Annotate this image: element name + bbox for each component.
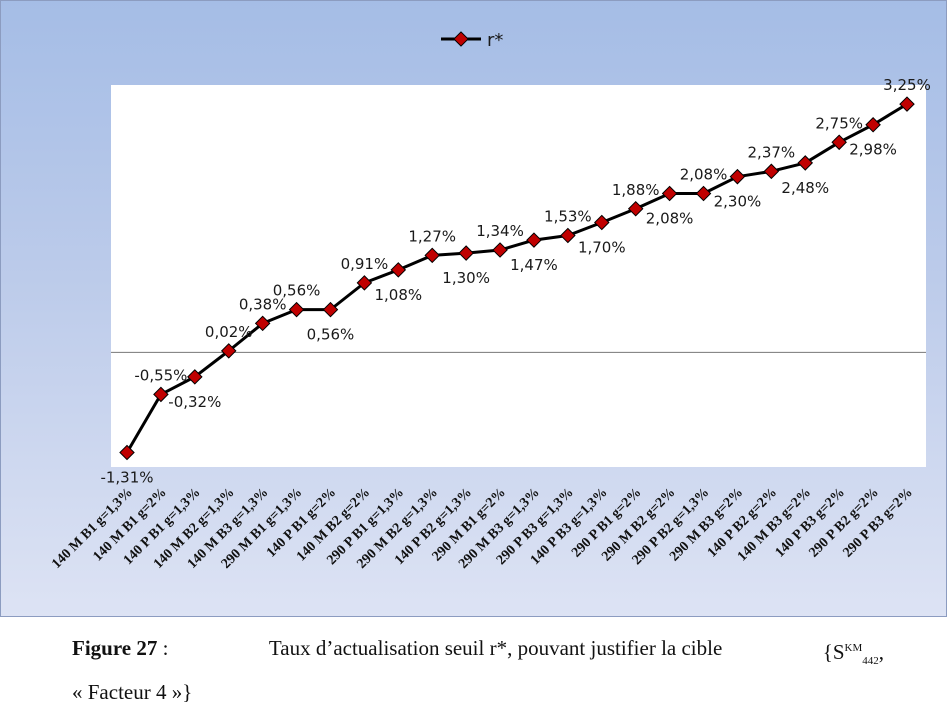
legend-label: r* bbox=[487, 30, 503, 51]
legend: r* bbox=[441, 30, 503, 51]
data-point bbox=[119, 444, 135, 461]
data-label: 2,37% bbox=[748, 143, 796, 161]
data-label: 1,70% bbox=[578, 239, 626, 257]
data-label: 1,27% bbox=[408, 227, 456, 245]
data-point bbox=[560, 227, 576, 244]
data-label: 0,02% bbox=[205, 323, 253, 341]
data-labels: -1,31%-0,55%-0,32%0,02%0,38%0,56%0,56%0,… bbox=[100, 76, 930, 486]
data-label: 1,08% bbox=[374, 286, 422, 304]
data-label: 1,34% bbox=[476, 222, 524, 240]
data-point bbox=[763, 163, 780, 180]
data-point bbox=[254, 315, 271, 332]
data-point bbox=[424, 247, 440, 264]
data-label: -1,31% bbox=[100, 468, 153, 486]
figure-caption: Figure 27 : Taux d’actualisation seuil r… bbox=[72, 633, 884, 708]
data-label: 0,56% bbox=[307, 326, 355, 344]
chart-frame: r* -1,31% -0,55% -0,32% 0,02% 0,38% 0,56% 0,56… bbox=[0, 0, 947, 617]
data-label: 1,30% bbox=[442, 269, 490, 287]
data-point bbox=[220, 343, 237, 359]
data-point bbox=[797, 155, 814, 171]
data-point bbox=[627, 200, 644, 217]
caption-line-1: Figure 27 : Taux d’actualisation seuil r… bbox=[72, 633, 884, 677]
caption-text: Taux d’actualisation seuil r*, pouvant j… bbox=[268, 636, 723, 660]
data-point bbox=[458, 245, 474, 261]
data-label: 2,98% bbox=[849, 141, 897, 159]
data-point bbox=[865, 116, 881, 133]
caption-set: {SKM442, bbox=[822, 640, 884, 668]
figure-label: Figure 27 bbox=[72, 636, 158, 660]
x-axis-tick-labels: 140 M B1 g=1,3%140 M B1 g=2%140 P B1 g=1… bbox=[49, 485, 916, 572]
data-label: 0,56% bbox=[273, 282, 321, 300]
data-label: 0,91% bbox=[341, 255, 389, 273]
line-chart: r* -1,31%-0,55%-0,32%0,02%0,38%0,56%0,56… bbox=[49, 30, 931, 572]
data-points bbox=[119, 96, 915, 461]
data-point bbox=[153, 386, 169, 403]
data-point bbox=[390, 262, 407, 278]
data-point bbox=[187, 369, 203, 385]
data-point bbox=[899, 96, 915, 112]
data-label: 2,30% bbox=[714, 193, 762, 211]
data-point bbox=[526, 232, 542, 248]
data-point bbox=[594, 214, 610, 231]
data-label: 1,47% bbox=[510, 256, 558, 274]
data-label: 0,38% bbox=[239, 295, 287, 313]
legend-marker bbox=[453, 31, 469, 47]
data-label: 2,48% bbox=[781, 179, 829, 197]
data-label: 3,25% bbox=[883, 76, 931, 94]
data-point bbox=[695, 185, 712, 202]
caption-subscript: 442 bbox=[862, 655, 879, 668]
plot-area bbox=[111, 85, 926, 467]
data-label: 1,88% bbox=[612, 181, 660, 199]
data-point bbox=[831, 134, 847, 151]
data-label: -0,32% bbox=[168, 393, 221, 411]
data-label: 2,75% bbox=[815, 114, 863, 132]
data-point bbox=[492, 242, 508, 258]
caption-line-2: « Facteur 4 »} bbox=[72, 680, 193, 705]
data-point bbox=[288, 301, 305, 318]
data-point bbox=[322, 301, 339, 318]
data-point bbox=[661, 185, 678, 202]
caption-superscript: KM bbox=[844, 642, 863, 654]
data-label: 1,53% bbox=[544, 208, 592, 226]
data-label: 2,08% bbox=[646, 209, 694, 227]
data-point bbox=[729, 168, 746, 185]
data-label: 2,08% bbox=[680, 165, 728, 183]
data-point bbox=[356, 275, 373, 291]
data-label: -0,55% bbox=[134, 366, 187, 384]
